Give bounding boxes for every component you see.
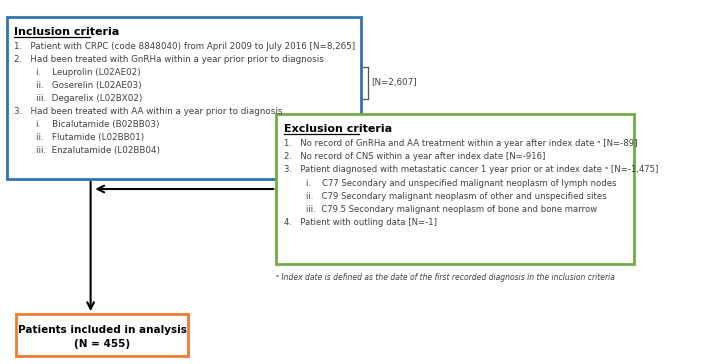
Text: Inclusion criteria: Inclusion criteria [14, 27, 120, 37]
Text: (N = 455): (N = 455) [75, 339, 131, 349]
Text: 1.   Patient with CRPC (code 8848040) from April 2009 to July 2016 [N=8,265]: 1. Patient with CRPC (code 8848040) from… [14, 42, 356, 51]
Text: iii.  Degarelix (L02BX02): iii. Degarelix (L02BX02) [14, 94, 143, 103]
Text: ii.   Flutamide (L02BB01): ii. Flutamide (L02BB01) [14, 133, 145, 142]
Text: 2.   Had been treated with GnRHa within a year prior prior to diagnosis: 2. Had been treated with GnRHa within a … [14, 55, 324, 64]
Text: Exclusion criteria: Exclusion criteria [283, 124, 392, 134]
Text: ii.   Goserelin (L02AE03): ii. Goserelin (L02AE03) [14, 81, 142, 90]
Text: 4.   Patient with outling data [N=-1]: 4. Patient with outling data [N=-1] [283, 218, 437, 227]
Text: i.    C77 Secondary and unspecified malignant neoplasm of lymph nodes: i. C77 Secondary and unspecified maligna… [283, 179, 616, 187]
Text: iii.  C79.5 Secondary malignant neoplasm of bone and bone marrow: iii. C79.5 Secondary malignant neoplasm … [283, 205, 597, 214]
FancyBboxPatch shape [7, 17, 361, 179]
FancyBboxPatch shape [276, 114, 634, 264]
Text: ᵃ Index date is defined as the date of the first recorded diagnosis in the inclu: ᵃ Index date is defined as the date of t… [276, 273, 616, 282]
Text: 3.   Had been treated with AA within a year prior to diagnosis: 3. Had been treated with AA within a yea… [14, 107, 283, 116]
Text: 1.   No record of GnRHa and AA treatment within a year after index date ᵃ [N=-89: 1. No record of GnRHa and AA treatment w… [283, 139, 637, 148]
Text: ii.   C79 Secondary malignant neoplasm of other and unspecified sites: ii. C79 Secondary malignant neoplasm of … [283, 192, 606, 201]
FancyBboxPatch shape [16, 314, 188, 356]
Text: iii.  Enzalutamide (L02BB04): iii. Enzalutamide (L02BB04) [14, 146, 160, 155]
Text: 3.   Patient diagnosed with metastatic cancer 1 year prior or at index date ᵃ [N: 3. Patient diagnosed with metastatic can… [283, 165, 658, 174]
Text: Patients included in analysis: Patients included in analysis [18, 325, 187, 335]
Text: i.    Leuprolin (L02AE02): i. Leuprolin (L02AE02) [14, 68, 141, 77]
Text: [N=2,607]: [N=2,607] [371, 79, 417, 87]
Text: i.    Bicalutamide (B02BB03): i. Bicalutamide (B02BB03) [14, 120, 160, 129]
Text: 2.   No record of CNS within a year after index date [N=-916]: 2. No record of CNS within a year after … [283, 152, 545, 161]
